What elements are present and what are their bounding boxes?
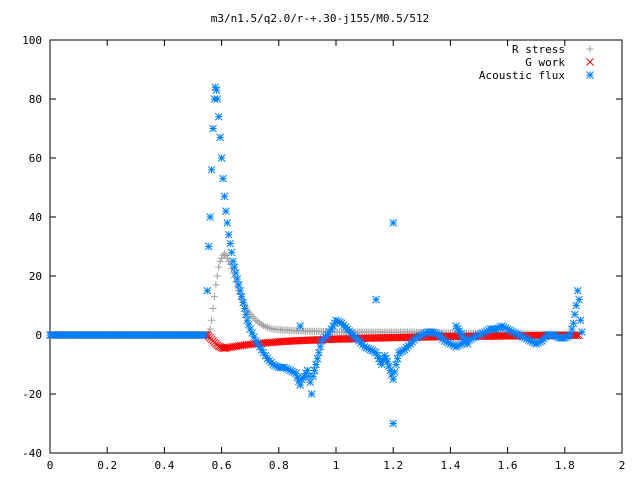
y-tick-label: 40 xyxy=(29,211,42,224)
data-point xyxy=(213,95,222,103)
data-point xyxy=(220,344,229,353)
data-point xyxy=(212,86,221,95)
data-point xyxy=(314,348,323,357)
data-point xyxy=(222,207,230,215)
data-point xyxy=(220,250,228,258)
x-tick-label: 1 xyxy=(333,459,340,472)
x-tick-label: 1.8 xyxy=(555,459,575,472)
legend-marker xyxy=(586,45,594,53)
data-point-fill xyxy=(570,310,579,319)
data-point xyxy=(312,360,320,369)
data-point xyxy=(232,269,240,277)
data-point xyxy=(237,292,246,301)
legend-marker xyxy=(586,58,594,66)
y-tick-label: 0 xyxy=(35,329,42,342)
data-point xyxy=(213,272,221,280)
data-point xyxy=(209,304,217,312)
data-point xyxy=(223,219,232,227)
data-point xyxy=(307,390,316,398)
data-point xyxy=(226,239,235,248)
data-point xyxy=(372,295,380,304)
x-tick-label: 0 xyxy=(47,459,54,472)
data-point xyxy=(575,295,583,304)
data-point xyxy=(203,286,212,295)
x-tick-label: 0.2 xyxy=(97,459,117,472)
data-point xyxy=(392,360,400,369)
data-point xyxy=(296,322,305,331)
data-point-fill xyxy=(390,368,399,376)
x-tick-label: 0.6 xyxy=(212,459,232,472)
y-tick-label: -40 xyxy=(22,447,42,460)
data-point xyxy=(227,248,236,257)
y-tick-label: 100 xyxy=(22,34,42,47)
data-point xyxy=(216,133,225,142)
y-tick-label: -20 xyxy=(22,388,42,401)
data-point xyxy=(215,263,223,271)
x-tick-label: 0.8 xyxy=(269,459,289,472)
data-point xyxy=(578,328,586,336)
x-tick-label: 0.4 xyxy=(154,459,174,472)
data-point xyxy=(209,124,217,133)
data-point xyxy=(463,339,472,348)
data-point xyxy=(219,174,227,183)
data-point-fill xyxy=(393,354,402,363)
data-point-fill xyxy=(310,366,319,375)
data-point-fill xyxy=(568,325,576,333)
data-point xyxy=(210,293,218,301)
legend-marker xyxy=(586,71,594,79)
data-point xyxy=(216,257,224,265)
y-tick-label: 20 xyxy=(29,270,42,283)
data-point xyxy=(389,219,398,227)
data-point xyxy=(204,242,213,251)
data-point xyxy=(212,281,220,289)
data-point-fill xyxy=(239,298,247,307)
data-point xyxy=(389,419,398,428)
data-point xyxy=(569,319,578,328)
legend-label: Acoustic flux xyxy=(479,69,565,82)
x-tick-label: 1.6 xyxy=(498,459,518,472)
data-point xyxy=(389,375,398,384)
data-point xyxy=(240,304,249,313)
data-point xyxy=(220,192,229,201)
y-tick-label: 80 xyxy=(29,93,42,106)
data-point-fill xyxy=(382,354,390,363)
data-point xyxy=(224,230,233,239)
data-point xyxy=(207,165,216,174)
data-point xyxy=(229,257,237,266)
data-point xyxy=(206,213,215,221)
data-point xyxy=(208,316,216,324)
axes: 0 0.2 0.4 0.6 0.8 1 1.2 1.4 1.6 1.8 2 -40 -20 0 20 40 60… xyxy=(22,34,625,472)
series-layer xyxy=(46,83,586,428)
x-tick-label: 2 xyxy=(619,459,626,472)
chart-title: m3/n1.5/q2.0/r-+.30-j155/M0.5/512 xyxy=(211,12,430,25)
data-point-fill xyxy=(230,263,239,272)
data-point xyxy=(576,316,585,325)
data-point xyxy=(234,280,243,289)
data-point-fill xyxy=(233,275,242,283)
series-2 xyxy=(46,83,586,428)
data-point-fill xyxy=(228,265,236,273)
legend-label: G work xyxy=(525,56,565,69)
x-tick-label: 1.2 xyxy=(383,459,403,472)
plot-frame xyxy=(49,39,623,454)
data-point-fill xyxy=(236,286,245,295)
data-point xyxy=(573,286,582,295)
data-point xyxy=(243,316,252,325)
data-point-fill xyxy=(573,331,582,340)
data-point-fill xyxy=(242,310,250,319)
data-point xyxy=(214,112,223,121)
y-tick-label: 60 xyxy=(29,152,42,165)
data-point xyxy=(296,381,305,390)
x-tick-label: 1.4 xyxy=(440,459,460,472)
data-point-fill xyxy=(313,354,322,363)
data-point xyxy=(566,331,575,339)
legend-label: R stress xyxy=(512,43,565,56)
data-point-fill xyxy=(316,342,325,351)
data-point xyxy=(309,372,317,381)
data-point xyxy=(217,154,226,162)
data-point xyxy=(200,331,209,339)
